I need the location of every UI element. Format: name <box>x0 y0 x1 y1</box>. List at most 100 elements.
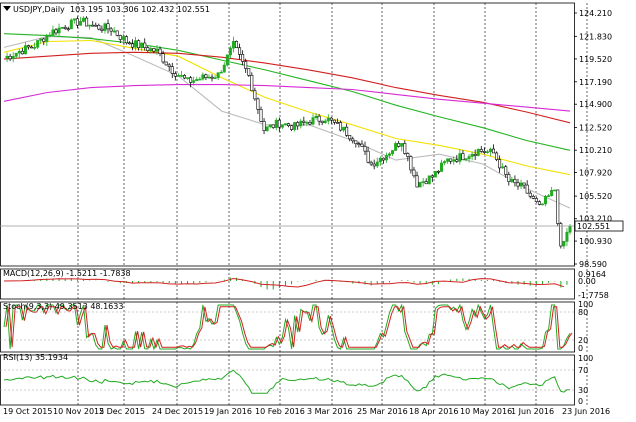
candle-body <box>75 18 79 26</box>
candle-body <box>507 174 511 182</box>
price-tick-label: 98.590 <box>579 260 607 269</box>
time-tick-label: 19 Oct 2015 <box>3 407 52 416</box>
candle-body <box>452 159 456 162</box>
stoch-tick-0: 0 <box>578 344 583 353</box>
candle-body <box>467 156 471 160</box>
candle-body <box>317 115 321 122</box>
candle-body <box>531 196 535 199</box>
candle-body <box>366 150 370 163</box>
candle-body <box>11 56 15 60</box>
candle-body <box>219 71 223 74</box>
time-tick-label: 2 Dec 2015 <box>99 407 145 416</box>
candle-body <box>391 150 395 155</box>
candle-body <box>8 55 12 60</box>
candle-body <box>198 78 202 81</box>
panel-frames <box>0 2 575 406</box>
candle-body <box>112 30 116 33</box>
candle-body <box>265 126 269 131</box>
candle-body <box>222 64 226 73</box>
candle-body <box>440 162 444 172</box>
candle-body <box>378 157 382 163</box>
candle-body <box>305 122 309 124</box>
price-tick-label: 121.830 <box>579 32 612 41</box>
symbol-timeframe-label[interactable]: USDJPY,Daily <box>13 5 65 14</box>
candle-body <box>565 231 569 242</box>
candle-body <box>409 156 413 171</box>
candle-body <box>369 161 373 165</box>
candle-body <box>534 198 538 202</box>
candle-body <box>433 170 437 178</box>
candle-body <box>415 175 419 188</box>
candle-body <box>179 75 183 77</box>
candle-body <box>235 40 239 49</box>
time-tick-label: 23 Jun 2016 <box>562 407 610 416</box>
candle-body <box>562 241 566 247</box>
candle-body <box>204 74 208 78</box>
rsi-tick-0: 0 <box>578 397 583 406</box>
price-tick-label: 107.920 <box>579 169 612 178</box>
candle-body <box>106 23 110 30</box>
macd-signal-line <box>3 277 565 288</box>
candle-body <box>400 143 404 147</box>
time-tick-label: 10 May 2016 <box>460 407 512 416</box>
candle-body <box>241 54 245 62</box>
price-axis: 124.210 121.830 119.520 117.190 114.900 112.5… <box>574 9 612 269</box>
rsi-indicator-label: RSI(13) 35.1934 <box>3 353 68 362</box>
candle-body <box>363 146 367 152</box>
stoch-indicator-label: Stoch(9,3,3) 49.3513 48.1633 <box>3 302 123 311</box>
candle-body <box>26 45 30 48</box>
candle-body <box>195 79 199 81</box>
candle-body <box>372 163 376 167</box>
candle-body <box>479 149 483 152</box>
stoch-tick-80: 80 <box>578 308 588 317</box>
candle-body <box>109 28 113 32</box>
candle-body <box>36 40 40 48</box>
price-tick-label: 105.520 <box>579 192 612 201</box>
candle-body <box>247 68 251 76</box>
candle-body <box>17 50 21 54</box>
candle-body <box>72 18 76 21</box>
candle-body <box>228 47 232 56</box>
candle-body <box>351 138 355 142</box>
candle-body <box>495 152 499 160</box>
rsi-line <box>3 369 571 394</box>
candle-body <box>201 74 205 80</box>
candle-body <box>504 166 508 175</box>
price-tick-label: 117.190 <box>579 78 612 87</box>
macd-tick-zero: 0.00 <box>578 277 596 286</box>
candle-body <box>256 98 260 110</box>
price-tick-label: 100.930 <box>579 237 612 246</box>
candle-body <box>326 117 330 122</box>
price-tick-label: 112.520 <box>579 124 612 133</box>
time-tick-label: 10 Nov 2015 <box>53 407 104 416</box>
panel-frame-1 <box>0 268 575 300</box>
candle-body <box>311 117 315 125</box>
candle-body <box>63 27 67 29</box>
candle-body <box>33 47 37 49</box>
candle-body <box>250 75 254 92</box>
candle-body <box>57 27 61 34</box>
candle-body <box>320 120 324 124</box>
candle-body <box>329 117 333 121</box>
candle-body <box>323 120 327 124</box>
candle-body <box>170 66 174 74</box>
candle-body <box>568 225 572 233</box>
candle-body <box>537 201 541 205</box>
candle-body <box>262 121 266 131</box>
candle-body <box>528 192 532 197</box>
candle-body <box>427 175 431 185</box>
candle-body <box>152 48 156 52</box>
candle-body <box>492 148 496 154</box>
candle-body <box>421 181 425 183</box>
candle-body <box>244 61 248 69</box>
candle-body <box>100 28 104 31</box>
symbol-menu-triangle-icon[interactable] <box>3 6 11 11</box>
candle-body <box>167 64 171 67</box>
candle-body <box>176 75 180 77</box>
panel-frame-2 <box>0 301 575 353</box>
candle-body <box>216 72 220 79</box>
candle-body <box>149 48 153 51</box>
candle-body <box>397 143 401 147</box>
candle-body <box>339 122 343 131</box>
